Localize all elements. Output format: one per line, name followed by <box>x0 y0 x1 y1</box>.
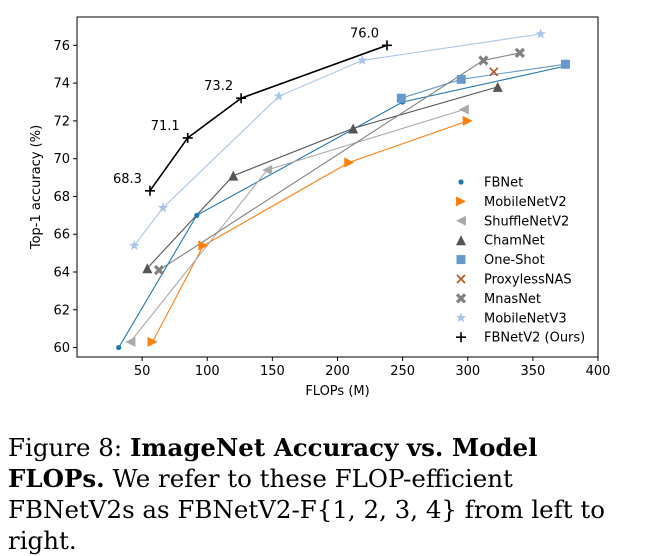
y-tick-label: 68 <box>53 190 70 205</box>
y-tick-label: 74 <box>53 77 70 92</box>
series-line-shufflenetv2 <box>129 109 464 343</box>
data-point-chamnet <box>142 263 153 274</box>
legend-label: MobileNetV2 <box>484 195 567 210</box>
data-point-mobilenetv2 <box>344 157 355 168</box>
legend-marker-fbnet <box>458 179 464 185</box>
legend: FBNet MobileNetV2 ShuffleNetV2 ChamNet One-S… <box>455 176 585 346</box>
legend-label: ShuffleNetV2 <box>484 214 569 229</box>
x-tick-label: 300 <box>455 364 480 379</box>
data-point-fbnetv2-ours <box>236 93 247 104</box>
legend-label: MobileNetV3 <box>484 311 567 326</box>
x-tick-label: 150 <box>260 364 285 379</box>
legend-marker-proxylessnas <box>456 274 466 284</box>
data-point-one-shot <box>396 93 406 103</box>
plot-markers <box>116 28 570 351</box>
data-point-mobilenetv2 <box>462 115 473 126</box>
y-tick-label: 66 <box>53 228 70 243</box>
data-point-mnasnet <box>153 264 165 276</box>
y-tick-label: 72 <box>53 114 70 129</box>
legend-label: MnasNet <box>484 292 541 307</box>
legend-marker-mobilenetv2 <box>456 196 466 207</box>
data-point-fbnetv2-ours <box>182 132 193 143</box>
x-tick-label: 350 <box>520 364 545 379</box>
legend-label: FBNetV2 (Ours) <box>484 331 585 346</box>
series-line-one-shot <box>401 63 566 99</box>
legend-label: FBNet <box>484 176 523 191</box>
data-point-mnasnet <box>514 47 525 59</box>
data-point-fbnetv2-ours <box>144 185 155 196</box>
data-point-fbnet <box>194 212 200 218</box>
data-point-fbnetv2-ours <box>381 40 392 51</box>
axes: 50 100 150 200 250 300 350 400 60 62 64 66 68 70 72 74 7… <box>53 39 610 379</box>
series-line-fbnet <box>118 65 566 348</box>
legend-label: ProxylessNAS <box>484 273 572 288</box>
data-point-shufflenetv2 <box>262 165 273 175</box>
legend-marker-fbnetv2-ours <box>456 332 466 343</box>
legend-marker-mnasnet <box>455 293 467 304</box>
data-point-chamnet <box>228 170 239 181</box>
data-point-shufflenetv2 <box>458 104 469 115</box>
data-point-mobilenetv3 <box>157 202 169 213</box>
series-line-fbnetv2-ours <box>149 44 388 192</box>
data-point-mobilenetv2 <box>147 336 158 347</box>
series-line-chamnet <box>146 86 498 269</box>
y-tick-label: 60 <box>53 341 70 356</box>
data-point-mobilenetv2 <box>198 240 209 251</box>
data-point-mobilenetv3 <box>535 28 546 39</box>
data-point-one-shot <box>560 59 570 69</box>
y-tick-label: 64 <box>53 266 70 281</box>
y-axis-label: Top-1 accuracy (%) <box>29 125 44 250</box>
data-point-mobilenetv3 <box>273 90 285 101</box>
data-point-fbnet <box>116 344 122 351</box>
x-tick-label: 50 <box>134 364 151 379</box>
data-point-mobilenetv3 <box>129 240 140 251</box>
x-tick-label: 200 <box>325 364 350 379</box>
data-label: 71.1 <box>151 119 180 134</box>
data-point-chamnet <box>492 81 503 92</box>
figure-label: Figure 8: <box>8 433 123 462</box>
x-tick-label: 100 <box>195 364 220 379</box>
y-tick-label: 76 <box>53 39 70 54</box>
data-point-mobilenetv3 <box>357 54 368 65</box>
figure-title: ImageNet Accuracy vs. Model FLOPs. <box>8 433 538 493</box>
legend-label: One-Shot <box>484 253 545 268</box>
data-point-one-shot <box>456 74 466 84</box>
data-point-proxylessnas <box>489 67 499 77</box>
legend-label: ChamNet <box>484 234 545 249</box>
legend-marker-chamnet <box>456 235 466 246</box>
x-tick-label: 250 <box>390 364 415 379</box>
data-point-chamnet <box>348 123 359 134</box>
point-labels: 68.3 71.1 73.2 76.0 <box>113 26 379 186</box>
data-point-mnasnet <box>478 55 489 66</box>
y-tick-label: 70 <box>53 152 70 167</box>
legend-marker-one-shot <box>456 255 466 265</box>
data-label: 68.3 <box>113 172 142 187</box>
figure-caption-text: We refer to these FLOP-efficient FBNetV2… <box>8 464 605 555</box>
data-label: 73.2 <box>204 79 233 94</box>
legend-marker-shufflenetv2 <box>456 215 466 226</box>
series-line-mobilenetv2 <box>152 120 468 343</box>
legend-marker-mobilenetv3 <box>455 312 467 323</box>
data-point-shufflenetv2 <box>125 336 136 347</box>
x-tick-label: 400 <box>586 364 611 379</box>
chart: 68.3 71.1 73.2 76.0 50 100 150 200 250 300 350 400… <box>29 16 610 399</box>
x-axis-label: FLOPs (M) <box>305 384 369 399</box>
data-label: 76.0 <box>350 26 379 41</box>
figure-caption: Figure 8: ImageNet Accuracy vs. Model FL… <box>8 432 638 556</box>
y-tick-label: 62 <box>53 303 70 318</box>
